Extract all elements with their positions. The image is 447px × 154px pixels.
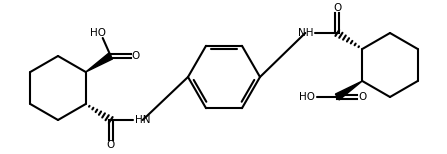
Polygon shape	[86, 53, 113, 72]
Text: HN: HN	[135, 115, 151, 125]
Text: O: O	[131, 51, 140, 61]
Text: O: O	[358, 92, 367, 102]
Polygon shape	[335, 81, 362, 100]
Text: HO: HO	[299, 92, 315, 102]
Text: O: O	[333, 3, 342, 13]
Text: O: O	[106, 140, 115, 150]
Text: NH: NH	[298, 28, 313, 38]
Text: HO: HO	[90, 28, 105, 38]
